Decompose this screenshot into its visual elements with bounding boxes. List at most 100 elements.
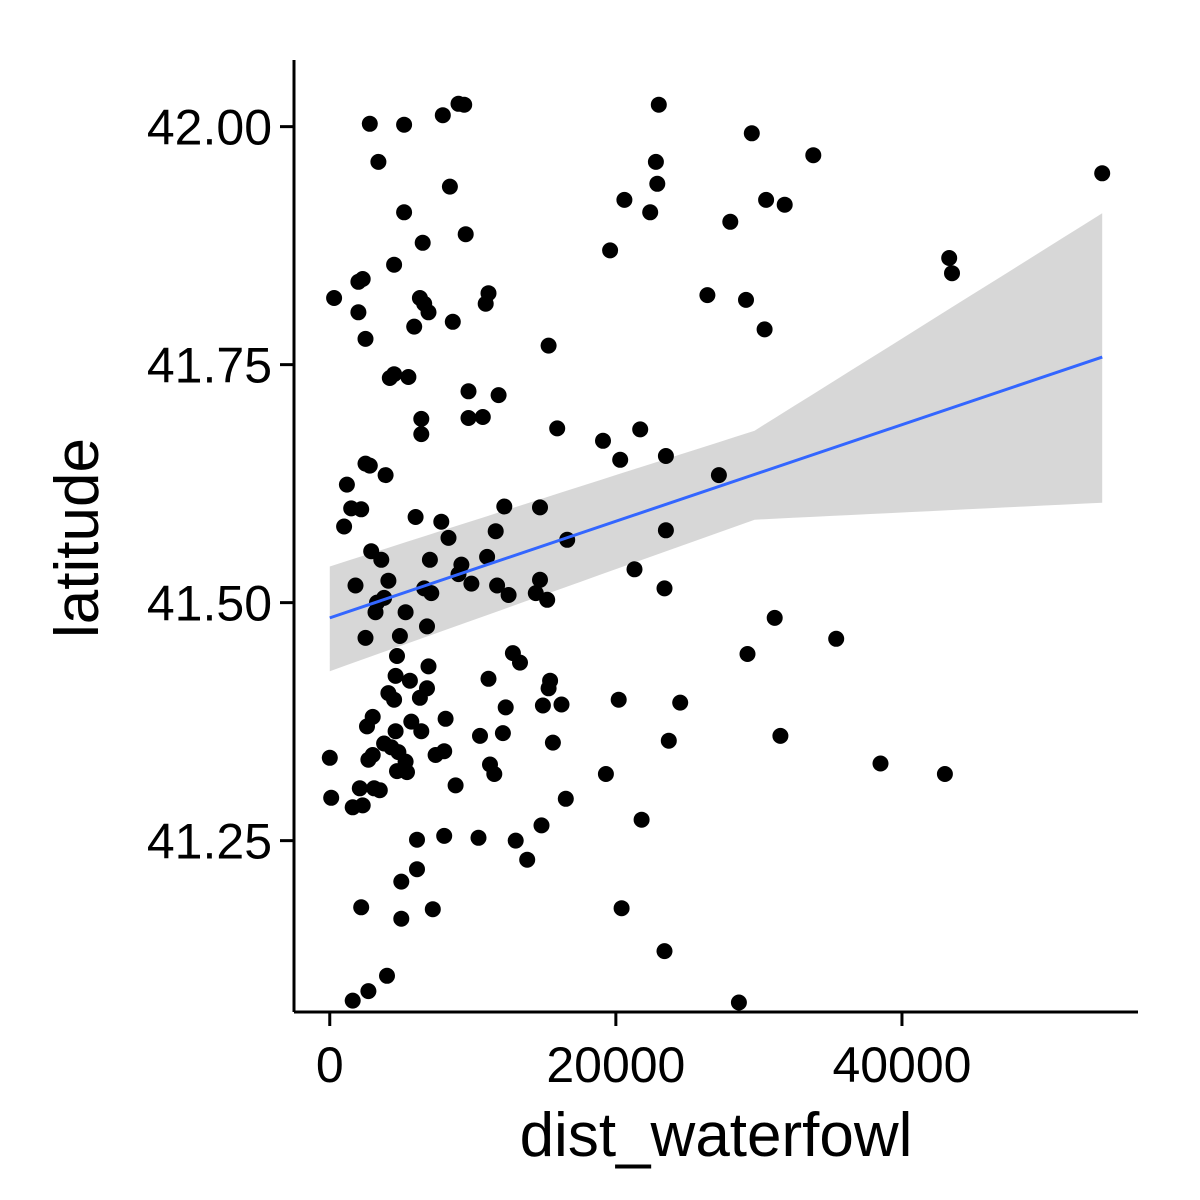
data-point [436,827,453,844]
data-point [409,861,425,878]
data-point [613,900,630,917]
data-point [472,727,488,744]
data-point [396,204,413,221]
data-point [400,369,417,385]
data-point [379,967,395,984]
data-point [872,755,889,772]
data-point [597,766,614,782]
data-point [532,499,548,516]
data-point [519,851,536,868]
data-point [407,509,424,525]
data-point [699,287,716,304]
data-point [389,648,405,664]
data-point [612,451,629,468]
data-point [739,646,756,662]
data-point [557,790,574,807]
data-point [386,691,403,708]
data-point [544,734,561,751]
data-point [553,696,570,713]
data-point [474,409,491,425]
data-point [386,366,403,383]
data-point [1094,165,1111,182]
data-point [657,522,674,539]
confidence-band [329,213,1103,672]
data-point [387,667,404,684]
data-point [364,747,381,763]
data-point [401,672,418,689]
data-point [936,766,953,782]
data-point [414,234,431,251]
data-point [396,116,413,133]
data-point [533,817,550,834]
data-point [370,153,387,170]
data-point [373,551,390,568]
data-point [632,421,649,438]
data-point [456,96,473,113]
y-tick-label: 41.25 [147,814,272,870]
data-point [397,604,414,621]
data-point [649,175,666,192]
y-tick-label: 41.75 [147,338,272,394]
data-point [434,107,451,124]
axes-layer: 41.25 41.50 41.75 42.00 0 20000 40000 [147,60,1138,1093]
data-point [323,789,340,806]
data-point [500,587,517,603]
data-point [722,213,739,230]
data-point [941,250,958,266]
data-point [393,910,410,927]
data-point [413,410,430,427]
data-point [660,732,677,749]
data-point [364,708,381,725]
data-point [730,994,747,1011]
y-tick-label: 41.50 [147,576,272,632]
x-axis-title: dist_waterfowl [520,1101,913,1170]
data-point [710,467,727,484]
data-point [420,304,437,321]
data-point [512,654,528,671]
data-point [480,670,497,687]
data-point [421,551,438,568]
data-point [647,153,664,170]
data-point [542,672,559,689]
data-point [399,764,415,781]
data-point [347,577,364,594]
data-point [354,271,371,287]
data-point [805,147,822,164]
data-point [386,256,403,273]
data-point [354,797,371,814]
data-point [419,618,435,635]
data-point [772,727,789,744]
data-point [380,572,397,589]
data-point [738,291,754,308]
data-point [377,467,394,484]
data-point [487,523,504,540]
data-point [423,585,440,602]
data-point [357,629,374,646]
data-point [497,699,514,716]
data-point [403,713,420,730]
data-point [437,710,454,727]
x-tick-label: 40000 [832,1037,971,1093]
data-point [406,318,423,335]
data-point [353,899,370,916]
data-point [344,992,361,1009]
data-point [657,448,674,464]
data-point [540,337,557,354]
data-point [595,432,611,449]
data-point [361,115,378,132]
data-point [336,518,353,535]
data-point [409,831,425,848]
data-point [828,630,845,647]
data-point [353,501,370,518]
data-point [776,196,793,213]
data-point [326,290,343,306]
data-point [351,780,368,797]
data-point [440,529,457,546]
data-point [420,658,437,675]
data-point [357,330,374,347]
data-point [633,811,650,828]
data-point [507,832,524,849]
data-point [470,829,487,846]
data-point [413,426,430,443]
